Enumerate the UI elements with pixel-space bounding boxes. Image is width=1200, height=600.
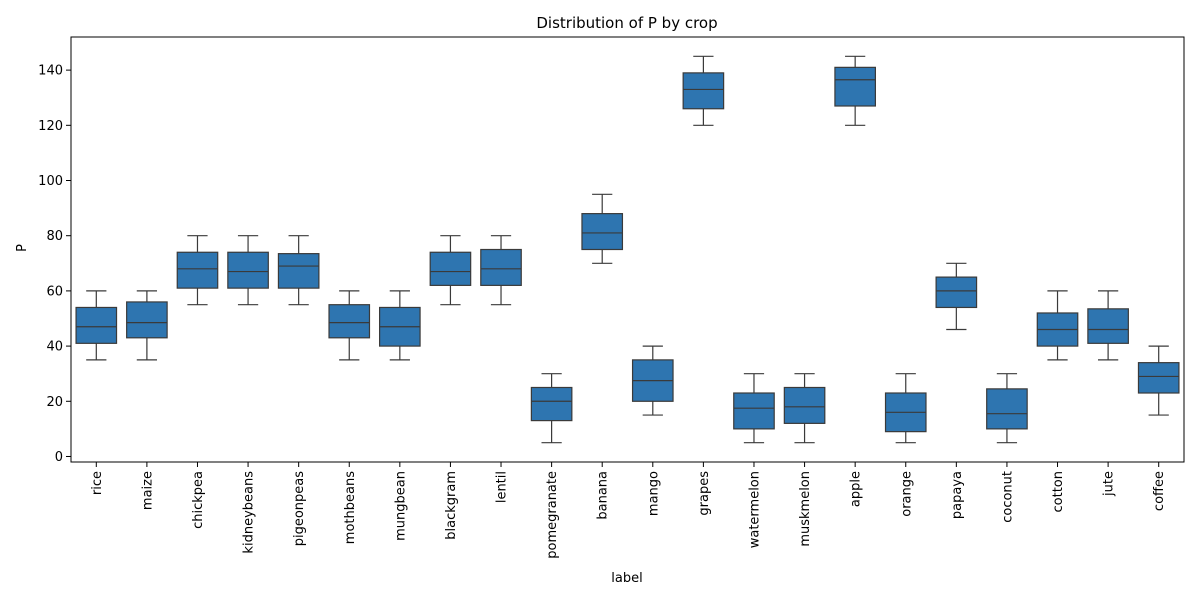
box-papaya [935,276,978,309]
y-tick-label: 0 [55,450,63,465]
x-tick-label: apple [849,471,864,507]
x-tick-label: coconut [1000,471,1015,523]
x-tick-label: kidneybeans [242,471,257,554]
x-tick-label: orange [899,471,914,517]
x-tick-label: chickpea [191,471,206,529]
y-tick-label: 140 [38,64,63,79]
y-tick-label: 80 [46,229,63,244]
x-tick-label: mango [646,471,661,516]
box-coffee [1137,362,1180,394]
x-axis-label: label [611,571,642,586]
y-tick-label: 120 [38,119,63,134]
x-tick-label: grapes [697,471,712,516]
x-tick-label: lentil [495,471,510,503]
x-tick-label: pomegranate [545,471,560,559]
x-tick-label: mothbeans [343,471,358,544]
box-rice [75,306,118,344]
box-watermelon [733,392,775,430]
plot-area: 0 20 40 60 80 100 120 140 rice maize chickpea kidne… [38,36,1185,559]
chart-title: Distribution of P by crop [536,14,717,32]
x-tick-label: jute [1102,471,1117,497]
box-jute [1087,308,1129,344]
x-tick-label: papaya [950,471,965,519]
box-pigeonpeas [277,253,320,289]
y-tick-label: 60 [46,284,63,299]
box-apple [834,66,876,107]
y-tick-label: 100 [38,174,63,189]
x-tick-label: maize [140,471,155,510]
box-pomegranate [530,386,573,422]
box-chickpea [176,251,219,289]
axes-frame [70,36,1185,463]
x-tick-label: banana [596,471,611,520]
box-lentil [480,248,522,286]
box-coconut [986,388,1028,430]
box-muskmelon [783,386,826,424]
x-tick-label: blackgram [444,471,459,540]
box-blackgram [429,251,472,286]
box-kidneybeans [227,251,269,289]
x-tick-label: mungbean [393,471,408,541]
y-tick-label: 20 [46,395,63,410]
y-tick-label: 40 [46,340,63,355]
box-banana [581,213,624,251]
x-tick-label: rice [90,471,105,495]
box-grapes [682,72,725,110]
x-tick-label: cotton [1051,471,1066,513]
box-mothbeans [328,304,371,339]
y-axis-label: P [15,244,30,252]
x-tick-label: coffee [1152,471,1167,511]
x-tick-label: pigeonpeas [292,471,307,547]
box-maize [126,301,168,339]
x-tick-label: muskmelon [798,471,813,547]
x-tick-label: watermelon [747,471,762,548]
